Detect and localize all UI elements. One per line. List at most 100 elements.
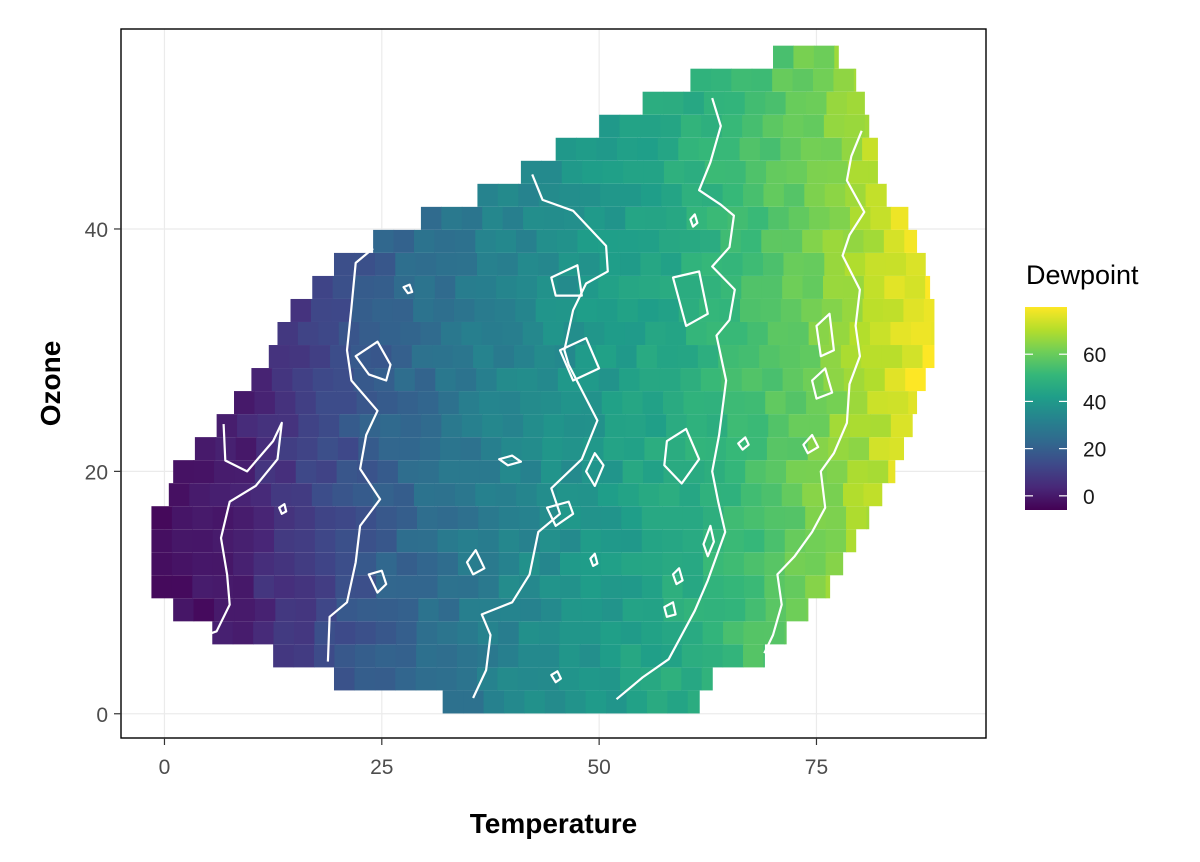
heatmap-tile xyxy=(315,391,337,415)
heatmap-tile xyxy=(318,414,340,438)
heatmap-tile xyxy=(502,206,524,230)
heatmap-tile xyxy=(212,575,234,599)
heatmap-tile xyxy=(479,460,501,484)
heatmap-tile xyxy=(747,206,769,230)
heatmap-tile xyxy=(330,345,352,369)
heatmap-tile xyxy=(578,368,600,392)
heatmap-tile xyxy=(395,644,417,668)
heatmap-tile xyxy=(314,506,336,530)
y-tick-label: 0 xyxy=(96,704,108,727)
heatmap-tile xyxy=(724,91,746,115)
heatmap-tile xyxy=(354,644,376,668)
heatmap-tile xyxy=(268,345,290,369)
heatmap-tile xyxy=(743,552,765,576)
heatmap-tile xyxy=(461,206,483,230)
x-tick-label: 0 xyxy=(159,756,171,779)
heatmap-tile xyxy=(253,529,275,553)
legend: Dewpoint 0 20 40 60 xyxy=(1025,260,1139,510)
heatmap-tile xyxy=(602,160,624,184)
heatmap-tile xyxy=(416,621,438,645)
heatmap-tile xyxy=(602,460,624,484)
heatmap-tile xyxy=(377,598,399,622)
heatmap-tile xyxy=(523,414,545,438)
heatmap-tile xyxy=(457,529,479,553)
heatmap-tile xyxy=(664,437,686,461)
heatmap-tile xyxy=(890,321,912,346)
heatmap-tile xyxy=(846,506,868,530)
heatmap-tile xyxy=(829,206,851,230)
heatmap-tile xyxy=(781,229,803,253)
heatmap-tile xyxy=(805,575,827,599)
heatmap-tile xyxy=(372,298,394,322)
heatmap-tile xyxy=(842,229,865,253)
heatmap-tile xyxy=(518,644,540,668)
heatmap-tile xyxy=(437,621,459,645)
heatmap-tile xyxy=(846,391,868,415)
heatmap-tile xyxy=(803,114,825,138)
heatmap-tile xyxy=(494,298,516,322)
heatmap-tile xyxy=(192,575,214,599)
heatmap-tile xyxy=(903,298,925,322)
heatmap-tile xyxy=(884,368,906,392)
x-axis-title: Temperature xyxy=(470,808,638,839)
heatmap-tile xyxy=(719,137,741,161)
heatmap-tile xyxy=(521,437,543,461)
heatmap-tile xyxy=(536,229,558,253)
heatmap-tile xyxy=(862,137,878,161)
heatmap-tile xyxy=(683,391,705,415)
heatmap-tile xyxy=(792,68,814,92)
heatmap-tile xyxy=(237,414,259,438)
heatmap-tile xyxy=(599,252,621,276)
heatmap-tile xyxy=(501,437,523,461)
heatmap-tile xyxy=(784,575,806,599)
heatmap-tile xyxy=(524,690,546,714)
heatmap-tile xyxy=(193,460,215,484)
heatmap-tile xyxy=(618,275,640,299)
heatmap-tile xyxy=(760,298,782,322)
contour-line xyxy=(367,569,388,594)
heatmap-tile xyxy=(502,321,524,346)
contour-line xyxy=(472,173,609,699)
heatmap-tile xyxy=(336,598,358,622)
heatmap-tile xyxy=(641,529,663,553)
heatmap-tile xyxy=(518,621,540,645)
heatmap-tile xyxy=(558,667,580,691)
heatmap-tile xyxy=(417,575,439,599)
heatmap-tile xyxy=(864,368,886,392)
heatmap-tile xyxy=(560,575,582,599)
heatmap-tile xyxy=(639,368,661,392)
heatmap-tile xyxy=(254,598,276,622)
heatmap-tile xyxy=(376,552,398,576)
heatmap-tile xyxy=(683,460,705,484)
heatmap-tile xyxy=(682,529,704,553)
contour-line xyxy=(209,421,283,635)
heatmap-tile xyxy=(357,598,379,622)
heatmap-tile xyxy=(539,621,561,645)
heatmap-tile xyxy=(556,229,579,253)
heatmap-tile xyxy=(663,391,685,415)
heatmap-tile xyxy=(788,321,810,346)
heatmap-tile xyxy=(623,160,645,184)
heatmap-tile xyxy=(803,252,825,276)
heatmap-tile xyxy=(331,298,353,322)
panel-border xyxy=(120,28,987,739)
contour-line xyxy=(671,270,709,327)
heatmap-tile xyxy=(759,345,781,369)
heatmap-tile xyxy=(314,529,336,553)
heatmap-tile xyxy=(826,91,848,115)
heatmap-tile xyxy=(847,460,869,484)
heatmap-tile xyxy=(724,460,746,484)
heatmap-tile xyxy=(681,667,703,691)
heatmap-tile xyxy=(513,345,535,369)
heatmap-tile xyxy=(663,160,685,184)
heatmap-tile xyxy=(799,345,821,369)
heatmap-tile xyxy=(234,598,256,622)
heatmap-tile xyxy=(454,483,476,507)
heatmap-tile xyxy=(863,275,885,299)
legend-title: Dewpoint xyxy=(1026,260,1139,290)
heatmap-tile xyxy=(881,345,903,369)
heatmap-tile xyxy=(910,321,932,346)
heatmap-tile xyxy=(432,345,454,369)
heatmap-tile xyxy=(253,506,275,530)
